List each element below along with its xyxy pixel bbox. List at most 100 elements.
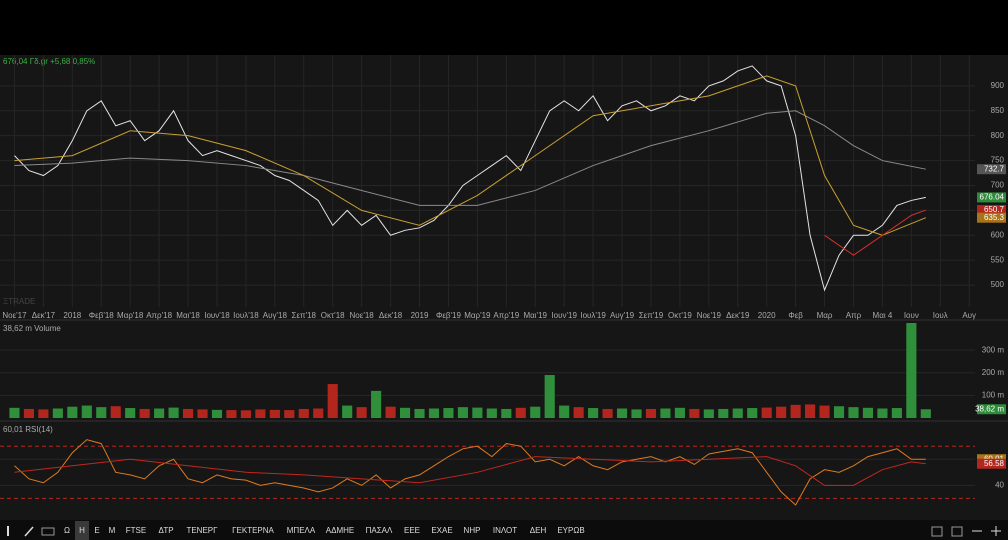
volume-bar (212, 410, 222, 418)
x-tick-label: Δεκ'19 (726, 311, 750, 320)
x-tick-label: Ιουλ'18 (233, 311, 259, 320)
volume-bar (776, 407, 786, 418)
x-tick-label: Μαι'19 (523, 311, 547, 320)
volume-bar (371, 391, 381, 418)
y-tick-label: 40 (995, 480, 1004, 489)
x-tick-label: Οκτ'19 (668, 311, 692, 320)
volume-bar (472, 408, 482, 418)
x-tick-label: Μαρ'19 (464, 311, 491, 320)
x-tick-label: Ιουλ'19 (580, 311, 606, 320)
price-tag-label: 635.3 (984, 213, 1005, 222)
toolbar-item[interactable]: Ε (94, 526, 99, 535)
x-tick-label: Σεπ'18 (292, 311, 317, 320)
volume-bar (400, 408, 410, 418)
volume-bar (588, 408, 598, 418)
x-tick-label: Ιουν (904, 311, 919, 320)
volume-bar (718, 409, 728, 418)
toolbar-item[interactable]: ΕΥΡΩΒ (557, 526, 584, 535)
x-tick-label: Μαι 4 (873, 311, 893, 320)
x-tick-label: Μαρ (817, 311, 833, 320)
volume-bar (631, 409, 641, 418)
panel-title: 60,01 RSI(14) (3, 425, 53, 434)
volume-bar (328, 384, 338, 418)
volume-bar (516, 408, 526, 418)
volume-bar (82, 406, 92, 418)
volume-bar (877, 409, 887, 419)
volume-bar (125, 408, 135, 418)
volume-bar (9, 408, 19, 418)
volume-bar (226, 410, 236, 418)
volume-bar (819, 406, 829, 418)
volume-bar (559, 406, 569, 418)
toolbar-item[interactable]: ΤΕΝΕΡΓ (186, 526, 218, 535)
volume-bar (834, 406, 844, 418)
y-tick-label: 500 (991, 280, 1005, 289)
toolbar-item[interactable]: Ω (64, 526, 70, 535)
x-tick-label: Φεβ'19 (436, 311, 462, 320)
x-tick-label: Ιουν'18 (204, 311, 230, 320)
volume-bar (501, 409, 511, 418)
x-tick-label: Απρ'18 (146, 311, 172, 320)
volume-bar (704, 409, 714, 418)
volume-bar (530, 407, 540, 418)
y-tick-label: 200 m (982, 368, 1005, 377)
toolbar-item[interactable]: ΙΝΛΟΤ (493, 526, 517, 535)
volume-bar (386, 407, 396, 418)
toolbar-item[interactable]: ΠΑΣΑΛ (366, 526, 393, 535)
volume-bar (169, 408, 179, 418)
x-tick-label: Απρ (846, 311, 862, 320)
x-tick-label: 2018 (63, 311, 81, 320)
volume-bar (255, 409, 265, 418)
x-tick-label: Ιουλ (933, 311, 948, 320)
volume-bar (67, 407, 77, 418)
toolbar-item[interactable]: Μ (109, 526, 116, 535)
volume-bar (487, 409, 497, 419)
x-tick-label: Φεβ (788, 311, 803, 320)
x-tick-label: Αυγ (962, 311, 976, 320)
volume-bar (863, 408, 873, 418)
volume-bar (906, 323, 916, 418)
volume-bar (805, 404, 815, 418)
x-tick-label: Νοε'19 (697, 311, 722, 320)
volume-bar (313, 409, 323, 419)
x-tick-label: Νοε'18 (350, 311, 375, 320)
volume-bar (791, 405, 801, 418)
x-tick-label: Απρ'19 (493, 311, 519, 320)
y-tick-label: 800 (991, 131, 1005, 140)
volume-bar (646, 409, 656, 418)
toolbar-item[interactable]: Η (79, 526, 85, 535)
toolbar-item[interactable]: ΑΔΜΗΕ (326, 526, 354, 535)
toolbar-item[interactable]: FTSE (126, 526, 146, 535)
x-tick-label: Αυγ'19 (610, 311, 635, 320)
x-tick-label: Δεκ'17 (32, 311, 56, 320)
toolbar-item[interactable]: ΕΕΕ (404, 526, 420, 535)
volume-bar (197, 409, 207, 418)
toolbar-item[interactable]: ΔΕΗ (530, 526, 547, 535)
volume-bar (747, 408, 757, 418)
x-tick-label: Μαρ'18 (117, 311, 144, 320)
toolbar-item[interactable]: ΝΗΡ (464, 526, 481, 535)
volume-bar (140, 409, 150, 418)
volume-bar (299, 409, 309, 418)
volume-bar (183, 409, 193, 418)
toolbar-item[interactable]: ΕΧΑΕ (431, 526, 452, 535)
volume-bar (24, 409, 34, 418)
price-tag-label: 732.7 (984, 164, 1005, 173)
x-tick-label: Φεβ'18 (89, 311, 115, 320)
volume-bar (154, 409, 164, 419)
toolbar-item[interactable]: ΜΠΕΛΑ (287, 526, 316, 535)
toolbar-item[interactable]: ΔΤΡ (158, 526, 173, 535)
y-tick-label: 900 (991, 81, 1005, 90)
volume-bar (458, 407, 468, 418)
toolbar-item[interactable]: ΓΕΚΤΕΡΝΑ (232, 526, 274, 535)
watermark: ΞTRADE (3, 297, 35, 306)
volume-bar (733, 409, 743, 419)
y-tick-label: 850 (991, 106, 1005, 115)
price-tag-label: 676.04 (980, 193, 1005, 202)
volume-bar (574, 407, 584, 418)
y-tick-label: 300 m (982, 345, 1005, 354)
y-tick-label: 100 m (982, 390, 1005, 399)
x-tick-label: Νοε'17 (2, 311, 27, 320)
